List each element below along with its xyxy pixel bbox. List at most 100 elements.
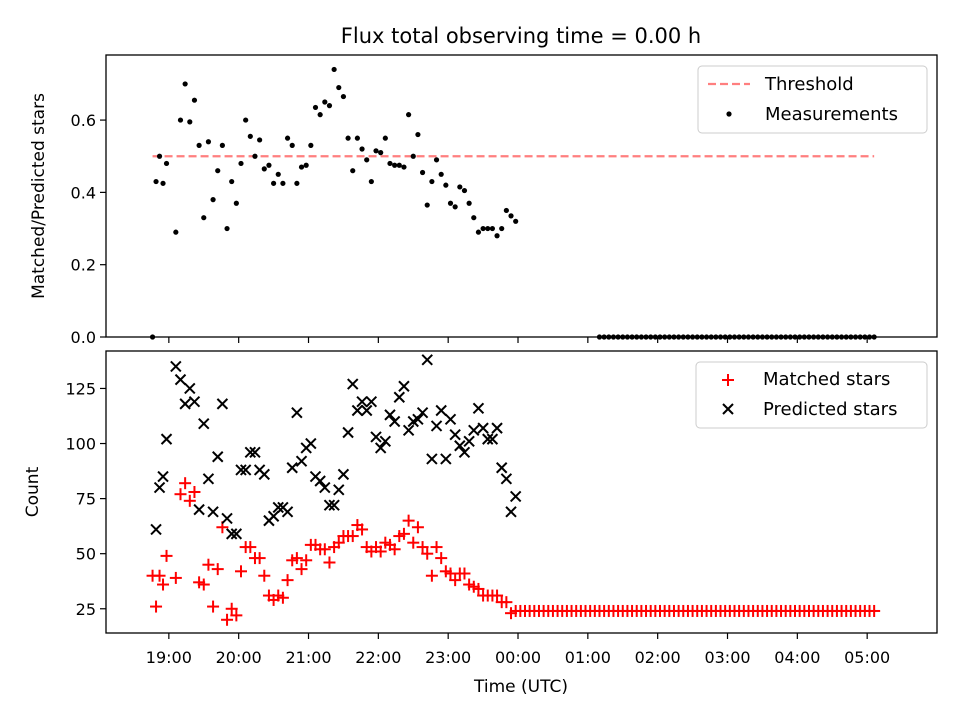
matched-star-point xyxy=(318,543,331,556)
x-tick-label: 21:00 xyxy=(285,648,331,667)
matched-stars-legend-label: Matched stars xyxy=(763,369,890,390)
predicted-star-point xyxy=(319,481,331,494)
measurement-point xyxy=(312,104,319,111)
x-tick-label: 01:00 xyxy=(565,648,611,667)
predicted-star-point xyxy=(153,481,166,494)
predicted-star-point xyxy=(286,462,298,474)
measurement-point xyxy=(275,171,281,177)
predicted-star-point xyxy=(356,395,368,408)
measurement-point xyxy=(494,233,500,239)
matched-star-point xyxy=(290,552,303,565)
predicted-star-point xyxy=(370,431,382,443)
predicted-star-point xyxy=(384,409,396,421)
x-tick-label: 02:00 xyxy=(635,648,681,667)
measurement-point xyxy=(424,202,430,208)
matched-star-point xyxy=(153,569,166,582)
measurement-point xyxy=(433,157,440,163)
measurement-point xyxy=(392,162,398,168)
predicted-star-point xyxy=(207,506,219,518)
x-tick-label: 04:00 xyxy=(774,648,820,667)
top-legend: Threshold Measurements xyxy=(697,65,928,134)
threshold-legend-label: Threshold xyxy=(764,74,854,95)
predicted-star-point xyxy=(291,406,303,419)
bottom-y-axis-ticks: 25 50 75 100 125 xyxy=(65,379,106,619)
predicted-star-point xyxy=(509,490,522,503)
bottom-panel-frame xyxy=(105,350,938,634)
matched-star-point xyxy=(500,596,513,609)
measurement-point xyxy=(298,164,305,170)
measurement-point xyxy=(219,142,225,148)
top-y-tick-label: 0.4 xyxy=(71,183,96,202)
measurement-point xyxy=(156,153,163,159)
measurement-point xyxy=(489,225,496,232)
predicted-star-point xyxy=(342,426,354,439)
matched-star-point xyxy=(346,530,359,543)
matched-star-point xyxy=(425,569,438,582)
measurement-point xyxy=(457,184,463,190)
matched-star-point xyxy=(458,567,471,580)
matched-star-point xyxy=(258,569,271,582)
predicted-star-point xyxy=(374,442,387,454)
x-tick-label: 03:00 xyxy=(704,648,750,667)
predicted-star-point xyxy=(328,499,340,511)
matched-star-point xyxy=(150,600,163,613)
matched-star-point xyxy=(300,554,313,567)
measurement-point xyxy=(191,97,198,103)
bottom-legend-box xyxy=(695,361,928,429)
predicted-star-point xyxy=(170,360,182,373)
measurement-point xyxy=(187,119,193,125)
predicted-star-point xyxy=(230,528,243,540)
measurement-point xyxy=(429,178,435,185)
measurement-point xyxy=(205,139,212,145)
predicted-star-point xyxy=(305,437,317,450)
predicted-star-point xyxy=(235,464,247,476)
predicted-star-point xyxy=(216,398,229,410)
measurement-point xyxy=(378,150,384,156)
matched-star-point xyxy=(402,514,415,527)
matched-star-point xyxy=(202,558,215,571)
predicted-star-point xyxy=(174,373,187,386)
measurement-point xyxy=(257,137,263,143)
predicted-star-point xyxy=(160,433,173,445)
predicted-star-point xyxy=(360,404,373,417)
matched-stars-legend-swatch xyxy=(722,374,734,386)
matched-star-point xyxy=(235,565,248,578)
measurement-point xyxy=(289,142,295,148)
measurement-point xyxy=(513,218,519,224)
matched-star-point xyxy=(323,556,336,569)
measurement-point xyxy=(210,197,216,203)
predicted-star-point xyxy=(491,422,503,434)
measurement-point xyxy=(224,225,230,232)
predicted-star-point xyxy=(421,354,433,366)
predicted-star-point xyxy=(157,470,169,483)
measurement-point xyxy=(252,153,258,159)
measurement-point xyxy=(438,171,444,177)
measurement-point xyxy=(466,200,472,206)
matched-star-point xyxy=(188,486,201,498)
predicted-star-point xyxy=(150,523,162,536)
predicted-star-point xyxy=(388,415,401,428)
measurement-point xyxy=(461,187,468,194)
predicted-star-point xyxy=(477,422,489,434)
predicted-star-point xyxy=(440,453,452,465)
measurement-point xyxy=(373,148,379,154)
predicted-star-point xyxy=(295,455,308,467)
bottom-legend: Matched stars Predicted stars xyxy=(695,361,928,429)
measurement-point xyxy=(331,66,337,73)
measurement-point xyxy=(308,142,314,148)
bottom-y-tick-label: 75 xyxy=(76,490,96,509)
matched-star-point xyxy=(207,600,220,613)
measurement-point xyxy=(153,178,159,185)
measurement-point xyxy=(303,162,309,168)
measurement-point xyxy=(415,131,421,138)
measurement-point xyxy=(359,146,365,152)
measurement-point xyxy=(368,178,374,185)
predicted-star-point xyxy=(225,528,238,540)
predicted-star-point xyxy=(281,506,294,518)
measurement-point xyxy=(480,225,486,232)
bottom-y-tick-label: 50 xyxy=(76,545,96,564)
measurement-point xyxy=(201,215,207,221)
matched-star-point xyxy=(374,545,387,558)
predicted-star-point xyxy=(393,391,406,403)
measurement-point xyxy=(238,160,244,167)
